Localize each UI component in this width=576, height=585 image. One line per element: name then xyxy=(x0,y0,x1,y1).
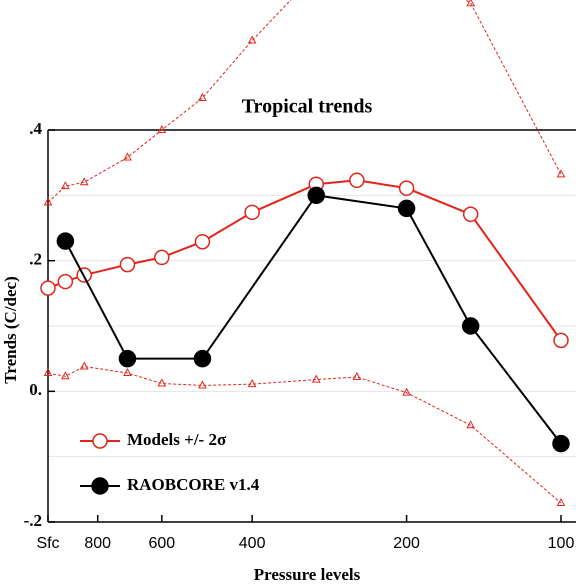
bound-marker xyxy=(43,197,53,206)
bound-marker xyxy=(123,152,132,161)
bound-marker xyxy=(198,92,207,101)
y-tick-label: .4 xyxy=(29,119,42,138)
point xyxy=(40,280,56,296)
x-tick-label: 800 xyxy=(84,535,111,552)
point xyxy=(349,172,365,189)
chart-title: Tropical trends xyxy=(242,96,373,118)
point xyxy=(307,186,325,205)
point xyxy=(462,206,479,223)
point xyxy=(398,180,415,196)
bound-line xyxy=(47,0,562,203)
x-tick-label: 400 xyxy=(239,535,266,552)
point xyxy=(56,232,75,250)
bound-line xyxy=(47,365,562,504)
point xyxy=(193,349,212,368)
x-tick-label: Sfc xyxy=(36,535,59,552)
point xyxy=(118,349,137,368)
bound-marker xyxy=(247,379,257,388)
bound-marker xyxy=(61,371,70,380)
bound-marker xyxy=(402,387,411,396)
point xyxy=(119,256,136,273)
x-axis-label: Pressure levels xyxy=(254,565,361,584)
series-line xyxy=(64,194,562,445)
x-tick-label: 100 xyxy=(548,535,575,552)
point xyxy=(553,332,569,349)
bound-marker xyxy=(556,497,566,507)
bound-marker xyxy=(61,181,70,190)
point xyxy=(552,434,570,453)
bound-marker xyxy=(79,361,89,370)
point xyxy=(154,249,170,266)
x-tick-label: 200 xyxy=(393,535,420,552)
bound-marker xyxy=(466,420,476,429)
legend-label: Models +/- 2σ xyxy=(127,430,227,449)
bound-marker xyxy=(247,35,257,44)
point xyxy=(244,204,260,221)
y-axis-label: Trends (C/dec) xyxy=(1,276,20,384)
bound-marker xyxy=(466,0,476,7)
bound-marker xyxy=(352,371,362,380)
bound-marker xyxy=(198,380,207,389)
y-tick-label: 0. xyxy=(29,380,42,399)
legend-marker xyxy=(91,477,109,495)
point xyxy=(194,233,211,250)
point xyxy=(57,273,74,290)
bound-marker xyxy=(157,378,167,387)
bound-marker xyxy=(43,367,53,377)
legend-marker xyxy=(92,433,108,449)
y-tick-label: -.2 xyxy=(24,511,42,530)
bound-marker xyxy=(311,374,321,383)
bound-marker xyxy=(123,367,132,377)
legend-label: RAOBCORE v1.4 xyxy=(127,475,260,494)
point xyxy=(461,317,480,335)
bound-marker xyxy=(556,169,566,178)
y-tick-label: .2 xyxy=(29,250,42,269)
x-tick-label: 600 xyxy=(148,535,175,552)
point xyxy=(397,199,416,218)
bound-marker xyxy=(157,124,167,133)
bound-marker xyxy=(79,177,89,186)
